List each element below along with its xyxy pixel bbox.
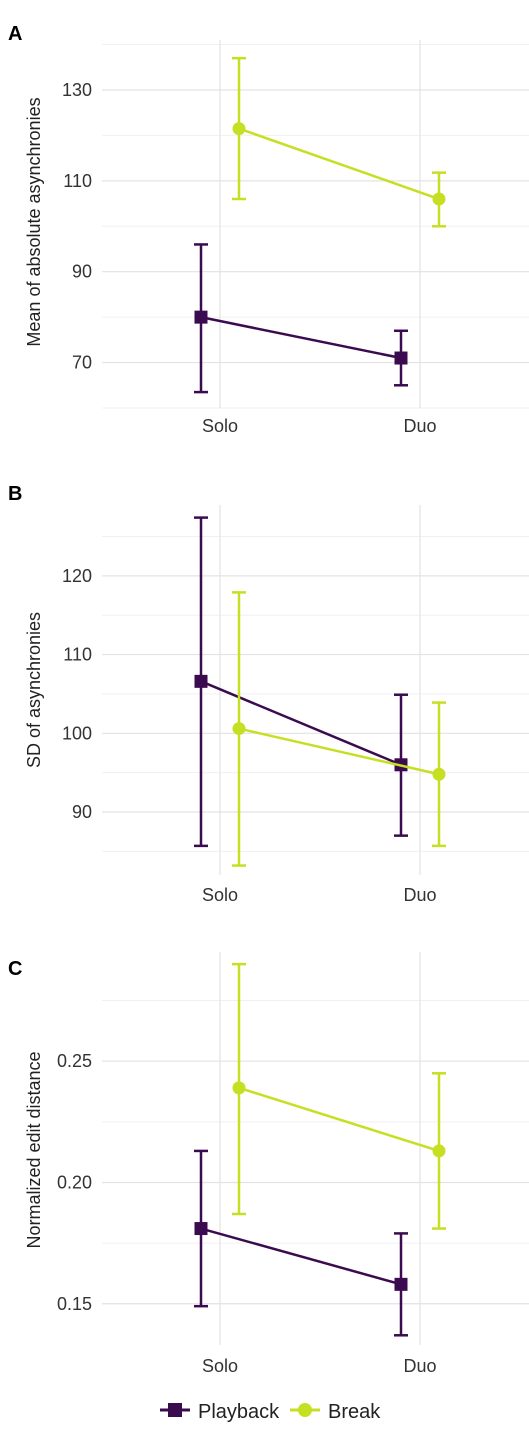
legend-playback-label: Playback [198,1401,280,1423]
panel-letter: A [8,23,22,45]
y-tick-label: 90 [72,262,92,282]
series-break [232,962,446,1230]
series-break [232,591,446,867]
y-axis-label: Normalized edit distance [24,1051,44,1248]
y-tick-label: 120 [62,566,92,586]
series-line [238,127,440,201]
y-tick-label: 0.20 [57,1172,92,1192]
x-tick-label: Solo [202,1356,238,1376]
y-tick-label: 130 [62,80,92,100]
data-point [194,1222,208,1236]
panel-letter: B [8,483,22,505]
data-point [432,1144,446,1158]
series-playback [194,243,408,394]
y-axis-label: SD of asynchronies [24,612,44,768]
series-line [238,727,440,776]
legend-break-marker [298,1403,312,1417]
y-tick-label: 100 [62,723,92,743]
legend: Playback Break [160,1401,381,1423]
data-point [194,310,208,324]
y-tick-label: 90 [72,802,92,822]
y-tick-label: 110 [63,645,92,665]
panel-letter: C [8,958,22,980]
y-axis-label: Mean of absolute asynchronies [24,97,44,346]
panel-b: B SD of asynchronies 90 100 110 120 Solo Duo [8,483,529,905]
y-tick-label: 0.15 [57,1294,92,1314]
x-tick-label: Duo [403,885,436,905]
data-point [432,767,446,781]
series-playback [194,516,408,848]
series-break [232,56,446,228]
data-point [394,351,408,365]
series-line [238,1086,440,1153]
panel-a: A Mean of absolute asynchronies 70 90 110 130… [8,23,529,436]
y-tick-label: 110 [63,171,92,191]
panel-c: C Normalized edit distance 0.15 0.20 0.25 Sol… [8,952,529,1376]
legend-break-label: Break [328,1401,381,1423]
legend-playback-marker [168,1403,182,1417]
data-point [232,122,246,136]
x-tick-label: Duo [403,416,436,436]
data-point [232,722,246,736]
data-point [194,674,208,688]
y-tick-label: 70 [72,353,92,373]
x-tick-label: Solo [202,885,238,905]
series-line [200,1227,402,1286]
data-point [232,1081,246,1095]
y-tick-label: 0.25 [57,1051,92,1071]
series-playback [194,1149,408,1337]
data-point [394,1277,408,1291]
data-point [432,192,446,206]
x-tick-label: Solo [202,416,238,436]
x-tick-label: Duo [403,1356,436,1376]
series-line [200,315,402,360]
series-line [200,680,402,766]
